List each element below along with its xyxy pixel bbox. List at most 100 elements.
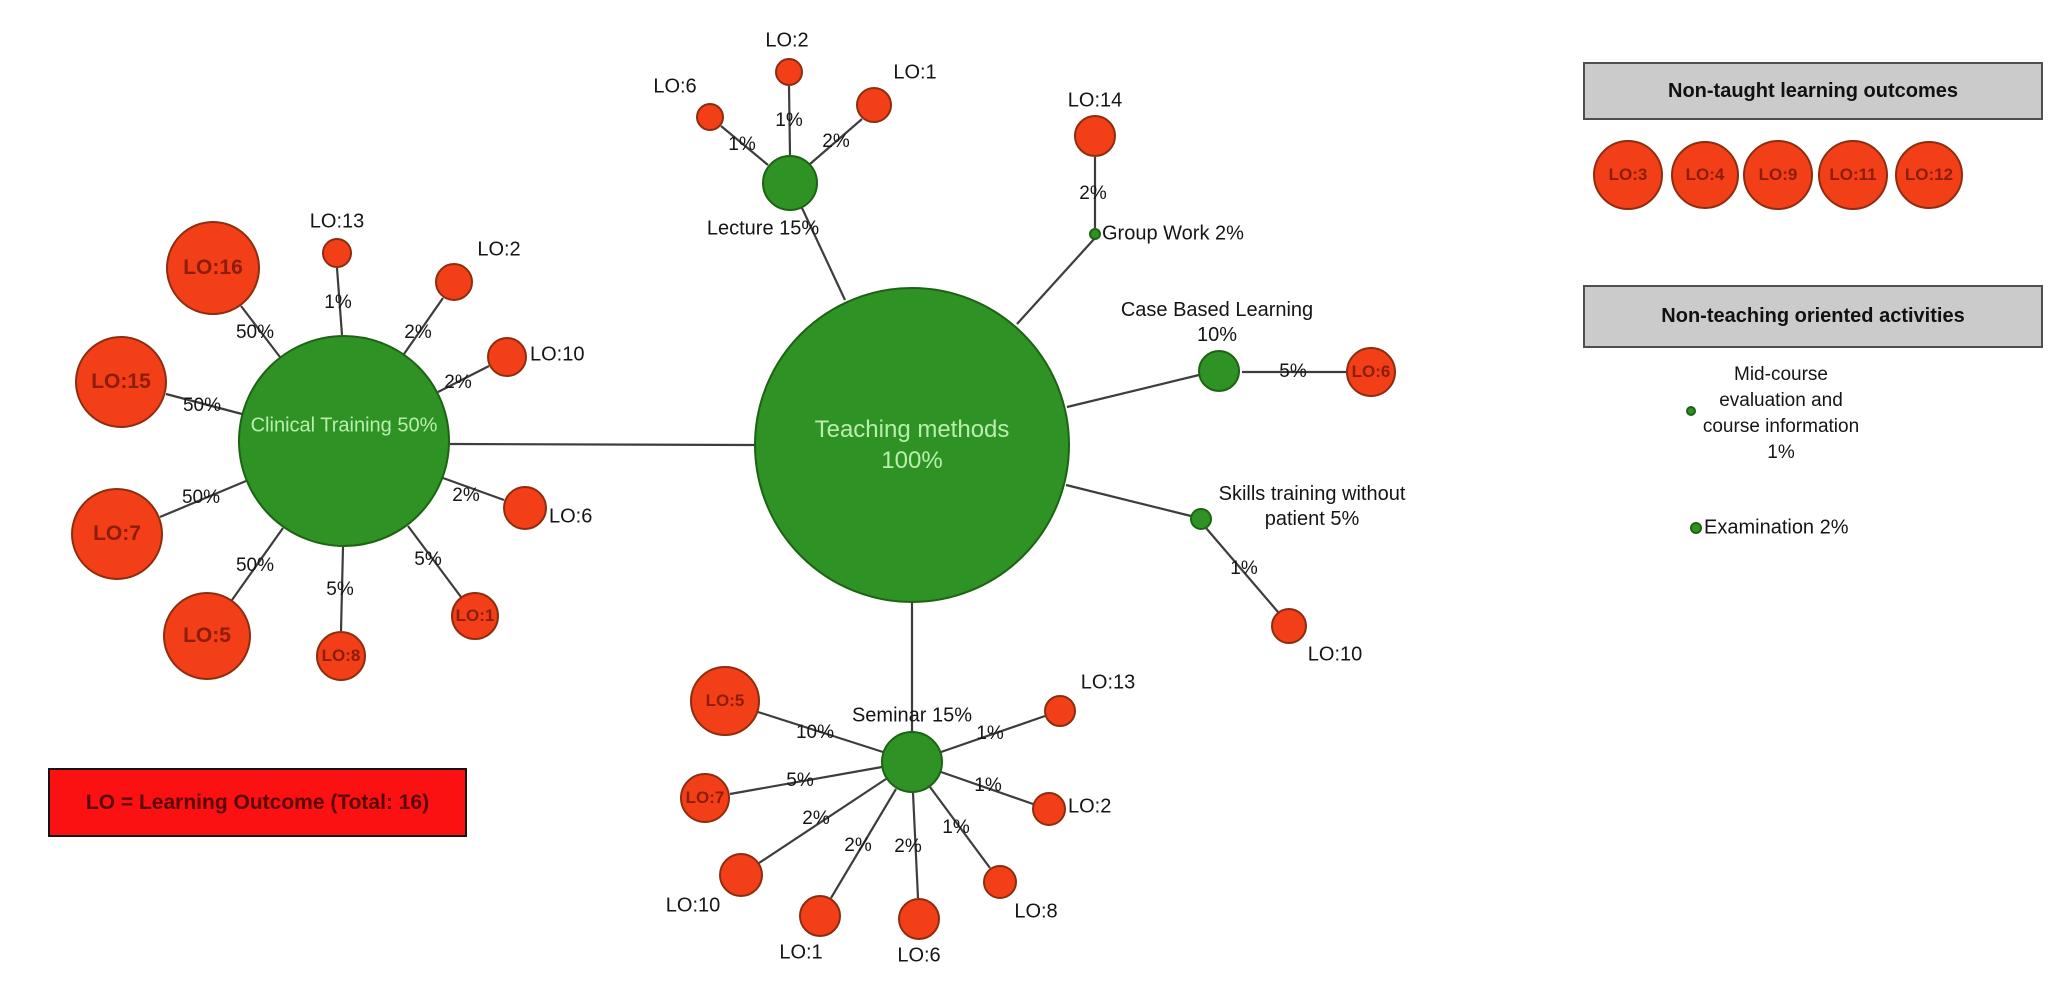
lecture-lo6-pct: 1% <box>728 134 756 155</box>
seminar-lo8-pct: 1% <box>942 817 970 838</box>
edge-seminar-lo13 <box>940 714 1046 754</box>
lecture-lo6-label: LO:6 <box>653 75 697 98</box>
node-lecture-lo2 <box>775 58 803 86</box>
edge-seminar-lo1 <box>830 788 897 899</box>
seminar-lo10-label: LO:10 <box>665 894 721 917</box>
case-based-pct: 5% <box>1279 361 1307 382</box>
node-legend-lo4: LO:4 <box>1671 141 1739 209</box>
edge-seminar-lo6 <box>911 792 920 899</box>
edge-lecture-lo2 <box>787 85 792 156</box>
clinical-lo1-label: LO:1 <box>455 606 495 625</box>
edge-clinical-lo16 <box>240 305 281 358</box>
node-clinical-lo5: LO:5 <box>163 592 251 680</box>
edge-clinical-lo5 <box>231 527 284 601</box>
node-seminar <box>881 731 943 793</box>
seminar-lo6-label: LO:6 <box>897 944 941 967</box>
node-legend-lo3: LO:3 <box>1593 140 1663 210</box>
node-seminar-lo6 <box>898 898 940 940</box>
clinical-lo15-label: LO:15 <box>91 370 151 393</box>
node-teaching-methods: Teaching methods 100% <box>754 287 1070 603</box>
clinical-lo15-pct: 50% <box>182 395 222 416</box>
clinical-lo16-pct: 50% <box>235 322 275 343</box>
node-seminar-lo1 <box>799 895 841 937</box>
lecture-lo2-pct: 1% <box>775 110 803 131</box>
edge-cbl-teaching <box>1066 373 1200 409</box>
clinical-lo6-pct: 2% <box>452 485 480 506</box>
edge-lecture-lo1 <box>809 118 863 165</box>
edge-seminar-lo5 <box>757 710 884 754</box>
node-seminar-lo5: LO:5 <box>690 666 760 736</box>
groupwork-lo14-label: LO:14 <box>1067 89 1123 112</box>
edge-lecture-teaching <box>801 207 846 301</box>
node-legend-lo9: LO:9 <box>1743 140 1813 210</box>
seminar-lo8-label: LO:8 <box>1014 900 1058 923</box>
edge-groupwork-teaching <box>1016 237 1096 325</box>
node-seminar-lo13 <box>1044 695 1076 727</box>
case-based-label: Case Based Learning 10% <box>1120 299 1314 346</box>
lecture-label: Lecture 15% <box>706 217 820 240</box>
clinical-lo16-label: LO:16 <box>183 256 243 279</box>
edge-skills-teaching <box>1065 483 1192 518</box>
edge-lecture-lo6 <box>720 125 769 166</box>
node-clinical-lo1: LO:1 <box>451 592 499 640</box>
edge-clinical-lo8 <box>339 546 345 632</box>
node-clinical-lo10 <box>487 337 527 377</box>
clinical-lo10-pct: 2% <box>444 372 472 393</box>
lecture-lo2-label: LO:2 <box>765 29 809 52</box>
node-legend-lo12: LO:12 <box>1895 141 1963 209</box>
seminar-lo10-pct: 2% <box>802 808 830 829</box>
legend-non-teaching-title: Non-teaching oriented activities <box>1661 305 1965 327</box>
legend-lo9-label: LO:9 <box>1758 165 1798 184</box>
clinical-lo5-pct: 50% <box>235 555 275 576</box>
clinical-lo1-pct: 5% <box>414 549 442 570</box>
node-seminar-lo8 <box>983 865 1017 899</box>
node-groupwork-lo14 <box>1074 115 1116 157</box>
seminar-lo7-label: LO:7 <box>685 788 725 807</box>
edge-seminar-lo10 <box>758 778 887 864</box>
clinical-lo8-label: LO:8 <box>321 646 361 665</box>
node-seminar-lo2 <box>1032 792 1066 826</box>
clinical-lo6-label: LO:6 <box>549 505 593 528</box>
examination-label: Examination 2% <box>1704 516 1849 539</box>
note-box: LO = Learning Outcome (Total: 16) <box>48 768 467 837</box>
seminar-lo6-pct: 2% <box>894 836 922 857</box>
seminar-lo13-pct: 1% <box>976 723 1004 744</box>
node-lecture-lo1 <box>856 87 892 123</box>
edge-clinical-lo7 <box>159 479 247 519</box>
edge-clinical-lo2 <box>403 297 444 355</box>
edge-clinical-lo1 <box>407 525 462 598</box>
lecture-lo1-pct: 2% <box>822 131 850 152</box>
seminar-lo1-pct: 2% <box>844 835 872 856</box>
node-clinical-lo7: LO:7 <box>71 488 163 580</box>
edge-clinical-lo10 <box>437 365 490 393</box>
node-clinical-lo6 <box>503 486 547 530</box>
node-skills-lo10 <box>1271 608 1307 644</box>
node-seminar-lo7: LO:7 <box>680 773 730 823</box>
clinical-lo2-label: LO:2 <box>477 238 521 261</box>
legend-non-teaching-box: Non-teaching oriented activities <box>1583 285 2043 348</box>
skills-training-label: Skills training without patient 5% <box>1218 483 1406 530</box>
node-clinical-lo15: LO:15 <box>75 336 167 428</box>
node-clinical-training <box>238 335 450 547</box>
node-seminar-lo10 <box>719 853 763 897</box>
legend-non-taught-title: Non-taught learning outcomes <box>1668 79 1958 102</box>
seminar-lo5-pct: 10% <box>795 722 835 743</box>
mid-course-label: Mid-course evaluation and course informa… <box>1702 364 1860 463</box>
groupwork-label: Group Work 2% <box>1102 222 1244 245</box>
node-clinical-lo13 <box>322 238 352 268</box>
skills-lo10-label: LO:10 <box>1307 643 1363 666</box>
node-clinical-lo8: LO:8 <box>316 631 366 681</box>
node-case-based <box>1198 350 1240 392</box>
edge-seminar-lo7 <box>729 765 883 796</box>
node-groupwork <box>1089 228 1101 240</box>
edge-skills-lo10 <box>1205 527 1279 613</box>
seminar-lo7-pct: 5% <box>786 770 814 791</box>
case-based-lo6-label: LO:6 <box>1351 362 1391 381</box>
seminar-lo2-label: LO:2 <box>1068 795 1112 818</box>
seminar-label: Seminar 15% <box>851 704 973 727</box>
node-case-based-lo6: LO:6 <box>1346 347 1396 397</box>
node-clinical-lo16: LO:16 <box>166 221 260 315</box>
lecture-lo1-label: LO:1 <box>893 61 937 84</box>
legend-lo3-label: LO:3 <box>1608 165 1648 184</box>
